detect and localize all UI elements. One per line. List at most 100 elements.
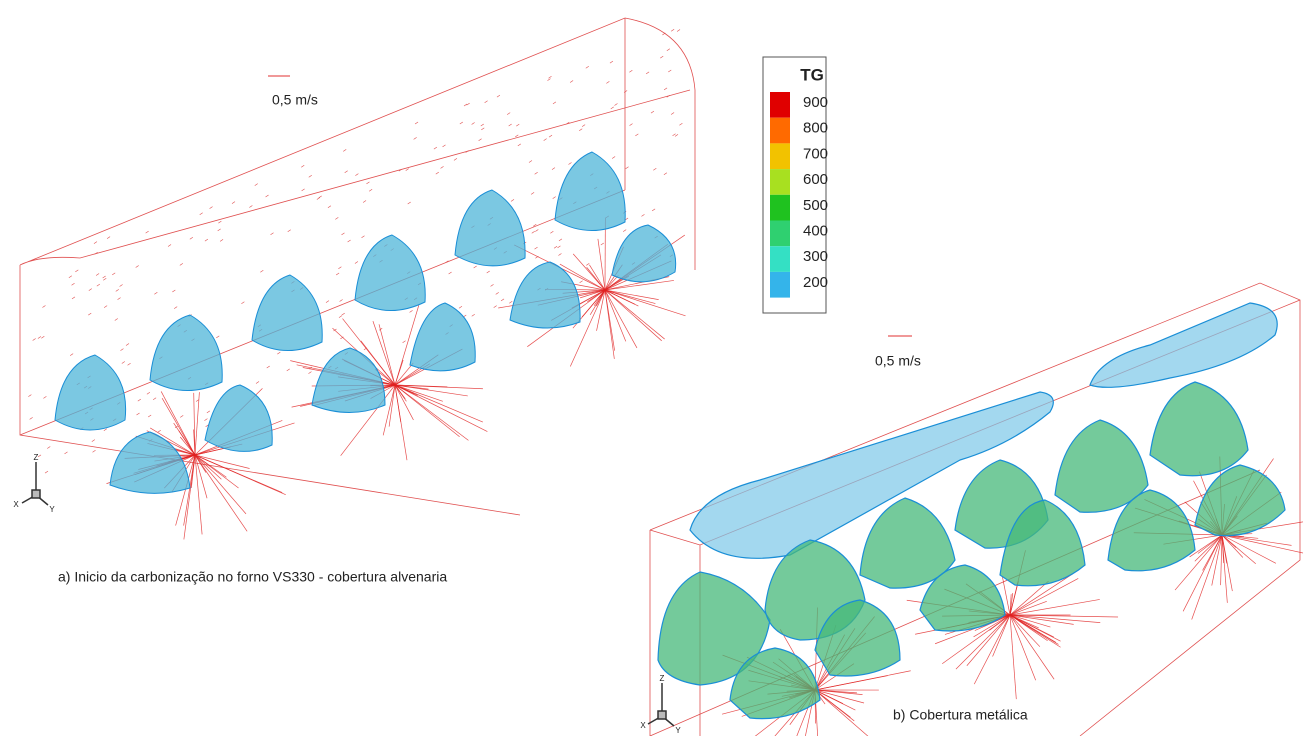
vector: [104, 429, 107, 431]
vector: [554, 246, 557, 248]
vector: [454, 158, 457, 160]
vector: [535, 172, 538, 174]
isosurface: [205, 385, 272, 451]
vector: [635, 134, 638, 136]
legend-swatch: [770, 246, 790, 272]
vector: [1010, 599, 1100, 615]
vector: [605, 290, 659, 300]
vector: [317, 198, 320, 200]
furnace-frame-a: [20, 18, 695, 515]
vector: [200, 213, 203, 215]
vector: [146, 231, 149, 233]
vector: [660, 56, 663, 58]
vector: [529, 160, 532, 162]
vector: [443, 145, 446, 147]
vector: [646, 72, 649, 74]
legend-swatch: [770, 143, 790, 169]
legend-label: 200: [803, 274, 828, 291]
vector: [204, 419, 207, 421]
vector: [547, 79, 550, 81]
vector: [148, 415, 151, 417]
vector: [232, 202, 235, 204]
isosurface: [110, 432, 190, 493]
vector: [1192, 535, 1222, 619]
vector: [326, 301, 329, 303]
vector: [606, 81, 609, 83]
isosurface: [410, 303, 475, 371]
vector: [180, 263, 183, 265]
vector: [472, 314, 475, 316]
vector: [664, 88, 667, 90]
vector: [128, 363, 131, 365]
vector: [195, 455, 221, 479]
vector: [195, 455, 246, 514]
vector: [605, 290, 626, 341]
vector: [610, 61, 613, 63]
vector: [664, 173, 667, 175]
vector: [485, 101, 488, 103]
vector: [277, 352, 280, 354]
vector: [673, 134, 676, 136]
vector: [28, 395, 31, 397]
vector: [1222, 535, 1303, 554]
vector: [515, 135, 518, 137]
vector: [549, 135, 552, 137]
vector: [614, 104, 617, 106]
temperature-isosurfaces-b: [658, 303, 1285, 719]
vector: [366, 182, 369, 184]
vector: [516, 124, 519, 126]
vector: [335, 217, 338, 219]
vector: [403, 341, 406, 343]
legend-swatch: [770, 92, 790, 118]
isosurface: [555, 152, 625, 231]
vector: [414, 137, 417, 139]
vector: [464, 104, 467, 106]
figure: Z X Y Z X Y 0,5 m/s 0,5 m/s a) Inicio da…: [0, 0, 1303, 736]
vector: [30, 417, 33, 419]
vector: [667, 49, 670, 51]
vector: [535, 247, 538, 249]
vector: [338, 267, 341, 269]
vector: [511, 199, 514, 201]
legend-label: 400: [803, 222, 828, 239]
vector: [339, 316, 342, 318]
vector: [343, 149, 346, 151]
vector: [342, 313, 345, 315]
vector: [552, 168, 555, 170]
vector: [190, 237, 193, 239]
vector: [395, 385, 483, 422]
vector: [611, 107, 614, 109]
isosurface: [355, 235, 425, 311]
vector: [348, 240, 351, 242]
scale-label: 0,5 m/s: [272, 92, 318, 108]
vector: [558, 253, 561, 255]
vector: [126, 344, 129, 346]
caption: b) Cobertura metálica: [893, 707, 1028, 723]
vector: [116, 289, 119, 291]
vector: [479, 139, 482, 141]
caption: a) Inicio da carbonização no forno VS330…: [58, 569, 447, 585]
isosurface: [510, 262, 580, 328]
vector: [47, 446, 50, 448]
vector: [362, 236, 365, 238]
vector: [369, 189, 372, 191]
vector: [336, 273, 339, 275]
vector: [93, 450, 96, 452]
vector: [459, 306, 462, 308]
vector: [467, 103, 470, 105]
vector: [309, 175, 312, 177]
vector: [582, 125, 585, 127]
vector: [531, 192, 534, 194]
cfd-visualization: [20, 18, 1303, 736]
vector: [1010, 615, 1058, 644]
vector: [460, 122, 463, 124]
vector: [97, 284, 100, 286]
vector: [267, 366, 270, 368]
vector: [629, 70, 632, 72]
vector: [481, 124, 484, 126]
vector: [216, 336, 219, 338]
vector: [668, 70, 671, 72]
axis-label: Z: [660, 674, 665, 683]
vector: [449, 272, 452, 274]
vector: [501, 299, 504, 301]
